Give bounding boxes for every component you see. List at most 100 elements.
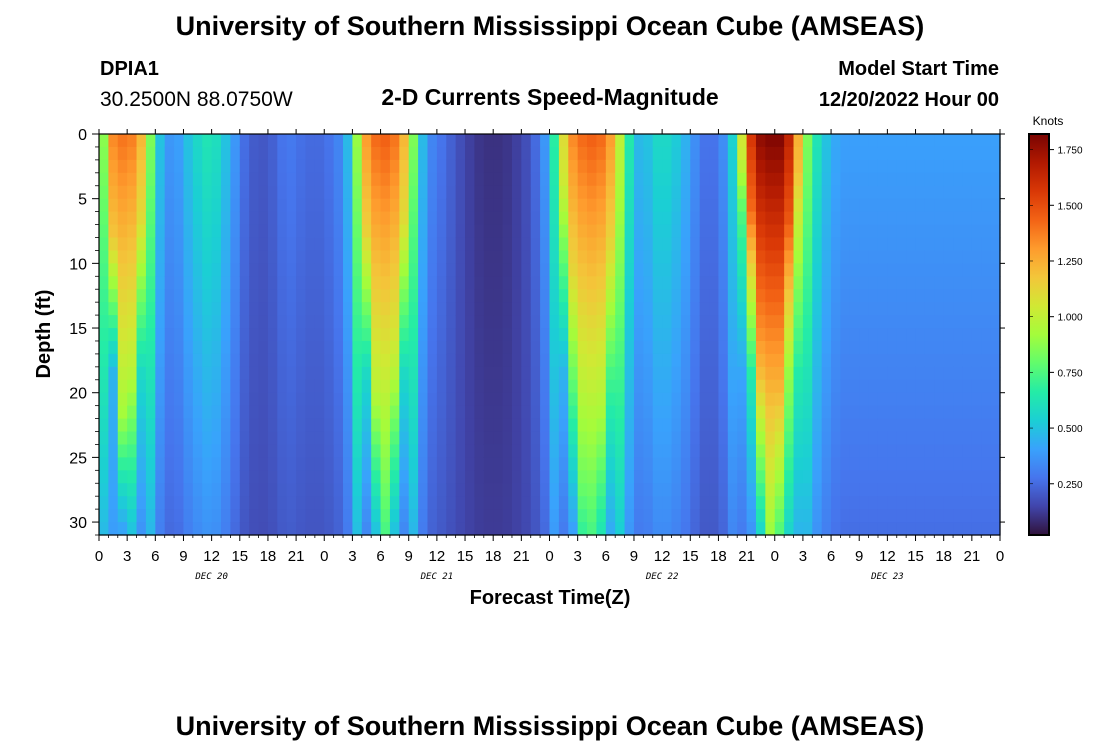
heatmap-cell — [502, 379, 513, 394]
heatmap-cell — [981, 237, 992, 252]
heatmap-cell — [755, 431, 766, 446]
heatmap-cell — [587, 470, 598, 484]
heatmap-cell — [211, 172, 222, 187]
heatmap-cell — [249, 250, 260, 264]
heatmap-cell — [840, 379, 851, 394]
heatmap-cell — [812, 457, 823, 471]
heatmap-cell — [709, 431, 720, 446]
heatmap-cell — [221, 379, 231, 394]
heatmap-cell — [981, 159, 992, 174]
heatmap-cell — [953, 276, 964, 290]
heatmap-cell — [343, 172, 354, 187]
heatmap-cell — [371, 328, 382, 342]
heatmap-cell — [277, 444, 288, 458]
heatmap-cell — [361, 237, 372, 252]
heatmap-cell — [887, 224, 898, 239]
heatmap-cell — [192, 159, 203, 174]
heatmap-cell — [380, 302, 391, 316]
heatmap-cell — [127, 496, 138, 510]
heatmap-cell — [896, 470, 907, 484]
heatmap-cell — [671, 431, 682, 446]
heatmap-cell — [877, 276, 888, 290]
heatmap-cell — [896, 405, 907, 420]
heatmap-cell — [971, 457, 982, 471]
heatmap-cell — [981, 509, 992, 523]
heatmap-cell — [737, 431, 748, 446]
heatmap-cell — [211, 418, 222, 433]
heatmap-cell — [596, 483, 607, 497]
heatmap-cell — [765, 315, 776, 329]
heatmap-cell — [192, 224, 203, 239]
heatmap-cell — [924, 146, 935, 161]
heatmap-cell — [465, 185, 476, 200]
heatmap-cell — [221, 134, 231, 148]
heatmap-cell — [202, 444, 213, 458]
heatmap-cell — [577, 379, 588, 394]
heatmap-cell — [774, 444, 785, 458]
heatmap-cell — [690, 444, 701, 458]
heatmap-cell — [690, 496, 701, 510]
heatmap-cell — [324, 289, 335, 303]
heatmap-cell — [333, 250, 344, 264]
heatmap-cell — [906, 172, 917, 187]
x-tick-label: 6 — [827, 548, 835, 565]
heatmap-cell — [127, 289, 138, 303]
heatmap-cell — [718, 328, 729, 342]
heatmap-cell — [455, 496, 466, 510]
heatmap-cell — [108, 340, 119, 355]
heatmap-cell — [324, 172, 335, 187]
heatmap-cell — [399, 224, 410, 239]
heatmap-cell — [690, 185, 701, 200]
heatmap-cell — [230, 276, 241, 290]
heatmap-cell — [924, 328, 935, 342]
heatmap-cell — [784, 289, 795, 303]
heatmap-cell — [249, 289, 260, 303]
heatmap-cell — [230, 522, 241, 536]
heatmap-cell — [418, 392, 429, 407]
heatmap-cell — [605, 146, 616, 161]
heatmap-cell — [511, 457, 522, 471]
heatmap-cell — [615, 328, 626, 342]
heatmap-cell — [906, 522, 917, 536]
heatmap-cell — [286, 276, 297, 290]
heatmap-cell — [389, 276, 400, 290]
heatmap-cell — [155, 289, 166, 303]
heatmap-cell — [371, 509, 382, 523]
heatmap-cell — [990, 496, 1001, 510]
heatmap-cell — [530, 418, 541, 433]
heatmap-cell — [474, 483, 485, 497]
heatmap-cell — [709, 263, 720, 277]
heatmap-cell — [821, 315, 832, 329]
heatmap-cell — [314, 328, 325, 342]
heatmap-cell — [183, 315, 194, 329]
heatmap-cell — [849, 379, 860, 394]
heatmap-cell — [221, 392, 231, 407]
heatmap-cell — [202, 431, 213, 446]
heatmap-cell — [596, 289, 607, 303]
heatmap-cell — [990, 146, 1001, 161]
heatmap-cell — [117, 431, 128, 446]
heatmap-cell — [633, 172, 644, 187]
heatmap-cell — [727, 379, 738, 394]
heatmap-cell — [643, 315, 654, 329]
heatmap-cell — [643, 431, 654, 446]
heatmap-cell — [596, 353, 607, 368]
heatmap-cell — [896, 302, 907, 316]
heatmap-cell — [117, 444, 128, 458]
heatmap-cell — [455, 328, 466, 342]
heatmap-cell — [887, 237, 898, 252]
heatmap-cell — [765, 366, 776, 381]
heatmap-cell — [643, 483, 654, 497]
heatmap-cell — [577, 250, 588, 264]
heatmap-cell — [615, 315, 626, 329]
heatmap-cell — [877, 470, 888, 484]
heatmap-cell — [840, 263, 851, 277]
heatmap-cell — [314, 302, 325, 316]
heatmap-cell — [474, 392, 485, 407]
heatmap-cell — [427, 302, 438, 316]
heatmap-cell — [868, 250, 879, 264]
heatmap-cell — [981, 302, 992, 316]
heatmap-cell — [615, 237, 626, 252]
heatmap-cell — [953, 134, 964, 148]
heatmap-cell — [343, 211, 354, 226]
